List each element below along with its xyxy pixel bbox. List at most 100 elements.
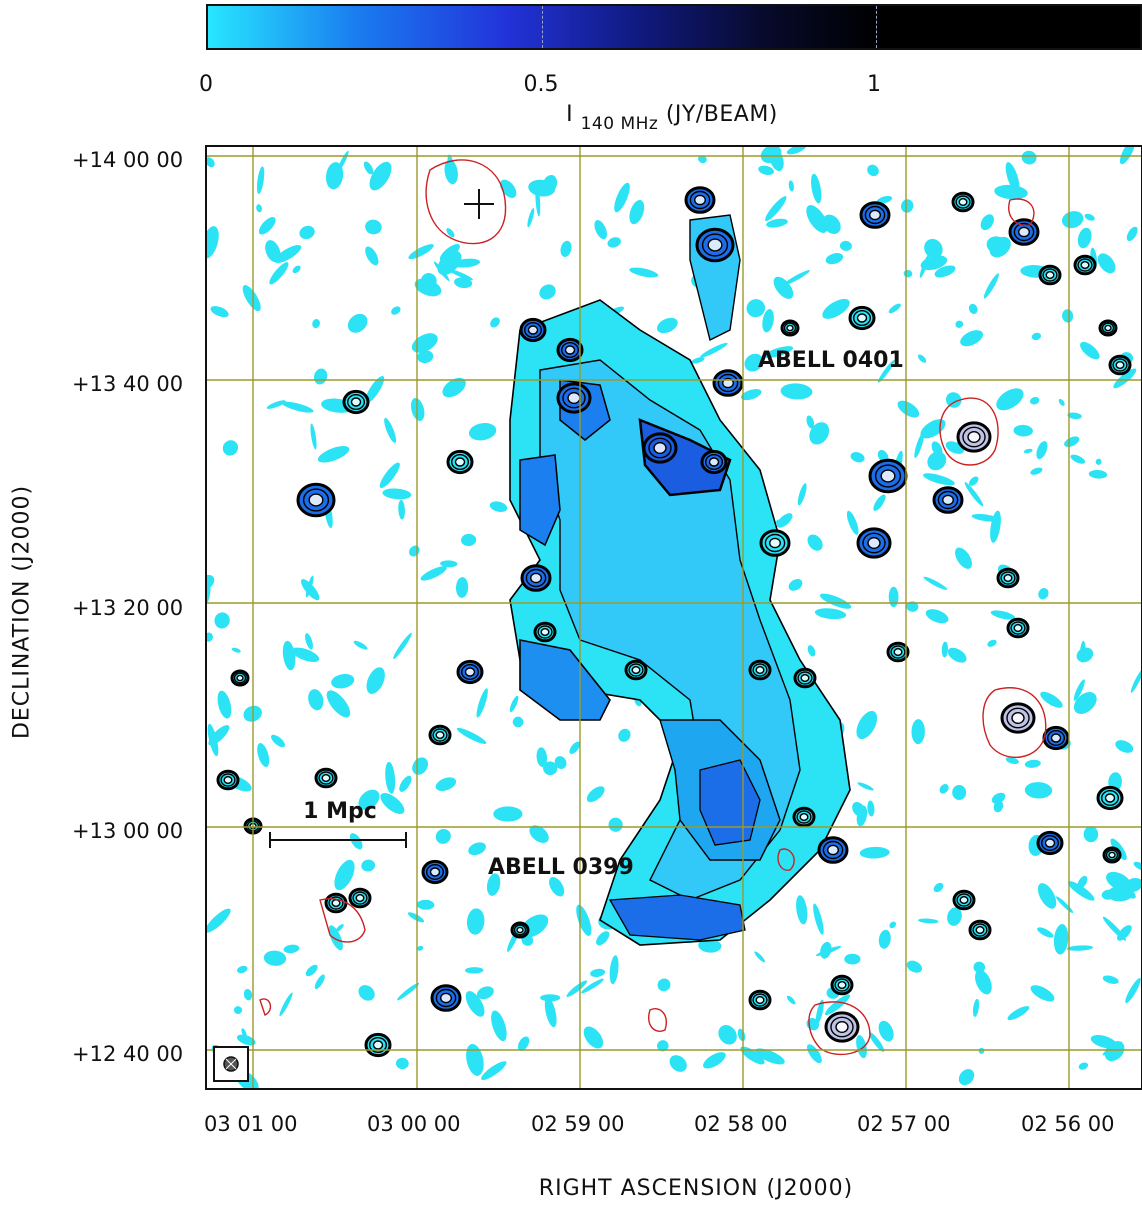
noise-patch [263, 950, 287, 966]
radio-source [793, 667, 817, 689]
noise-patch [358, 985, 375, 1001]
noise-patch [607, 237, 621, 248]
source-contour [799, 813, 809, 822]
noise-patch [398, 499, 405, 520]
noise-patch [1090, 1035, 1117, 1049]
noise-patch [477, 986, 494, 1000]
noise-patch [281, 401, 314, 413]
noise-patch [786, 995, 796, 1005]
noise-patch [1115, 740, 1134, 753]
source-contour [454, 457, 466, 467]
source-contour [1050, 733, 1062, 743]
noise-patch [407, 912, 425, 923]
noise-patch [266, 400, 286, 409]
radio-source [1102, 846, 1122, 864]
noise-patch [468, 842, 486, 856]
noise-patch [335, 924, 344, 933]
noise-patch [412, 757, 429, 775]
noise-patch [945, 392, 962, 408]
source-contour [786, 324, 794, 332]
noise-patch [914, 432, 925, 458]
noise-patch [873, 494, 886, 511]
noise-patch [878, 1020, 894, 1042]
noise-patch [917, 354, 927, 363]
noise-patch [755, 1048, 785, 1065]
noise-patch [1084, 213, 1095, 221]
noise-patch [889, 921, 896, 929]
noise-patch [1038, 588, 1049, 600]
radio-source [342, 389, 370, 415]
radio-source [1042, 725, 1070, 751]
noise-patch [361, 859, 376, 872]
noise-patch [980, 214, 994, 231]
noise-patch [919, 254, 930, 278]
noise-patch [435, 777, 457, 791]
noise-patch [1023, 448, 1033, 454]
noise-patch [1073, 679, 1085, 701]
noise-patch [868, 1032, 885, 1052]
radio-source [1073, 254, 1097, 276]
noise-patch [973, 961, 986, 973]
noise-patch [366, 667, 385, 694]
y-tick-label: +13 00 00 [72, 819, 184, 843]
source-contour [1018, 226, 1031, 238]
noise-patch [334, 859, 355, 891]
noise-patch [989, 236, 1011, 258]
noise-patch [1031, 332, 1042, 341]
source-contour [236, 674, 244, 682]
radio-source [364, 1032, 392, 1058]
radio-source [886, 641, 910, 663]
source-contour [1013, 624, 1023, 633]
noise-patch [206, 157, 215, 168]
radio-source [868, 458, 908, 494]
noise-patch [788, 578, 803, 591]
noise-patch [1066, 945, 1094, 951]
noise-patch [326, 690, 351, 718]
noise-patch [815, 999, 824, 1025]
noise-patch [439, 244, 460, 262]
noise-patch [408, 244, 434, 260]
noise-patch [395, 1057, 409, 1070]
radio-source [1098, 319, 1118, 337]
source-contour [355, 894, 365, 903]
scale-bar-label: 1 Mpc [303, 799, 377, 824]
noise-patch [1007, 1006, 1030, 1021]
radio-source [642, 432, 678, 464]
noise-patch [365, 219, 382, 235]
source-contour [1104, 793, 1116, 803]
noise-patch [924, 238, 943, 259]
noise-patch [609, 955, 619, 985]
noise-patch [1062, 309, 1074, 323]
noise-patch [1106, 871, 1132, 891]
noise-patch [1036, 441, 1048, 460]
noise-patch [806, 205, 828, 233]
noise-patch [468, 422, 497, 441]
noise-patch [256, 166, 265, 195]
noise-patch [353, 640, 368, 650]
noise-patch [1102, 1041, 1123, 1056]
noise-patch [305, 633, 313, 650]
noise-patch [773, 276, 794, 299]
noise-patch [746, 299, 766, 318]
noise-patch [586, 786, 605, 803]
noise-patch [435, 828, 451, 844]
source-contour [827, 844, 840, 856]
colorbar-tick-mark [542, 6, 543, 48]
noise-patch [440, 560, 458, 568]
radio-source [824, 1011, 860, 1043]
noise-patch [282, 640, 296, 671]
noise-patch [461, 533, 477, 547]
radio-source [968, 919, 992, 941]
noise-patch [991, 792, 1006, 804]
colorbar-tick-label: 0 [199, 72, 213, 97]
noise-patch [867, 164, 879, 177]
radio-source [324, 892, 348, 914]
noise-patch [1095, 458, 1102, 465]
noise-patch [384, 417, 397, 443]
diffuse-bridge [509, 214, 851, 946]
noise-patch [1101, 889, 1116, 900]
radio-source [428, 724, 452, 746]
radio-source [952, 889, 976, 911]
noise-patch [857, 782, 874, 791]
noise-patch [451, 258, 481, 268]
